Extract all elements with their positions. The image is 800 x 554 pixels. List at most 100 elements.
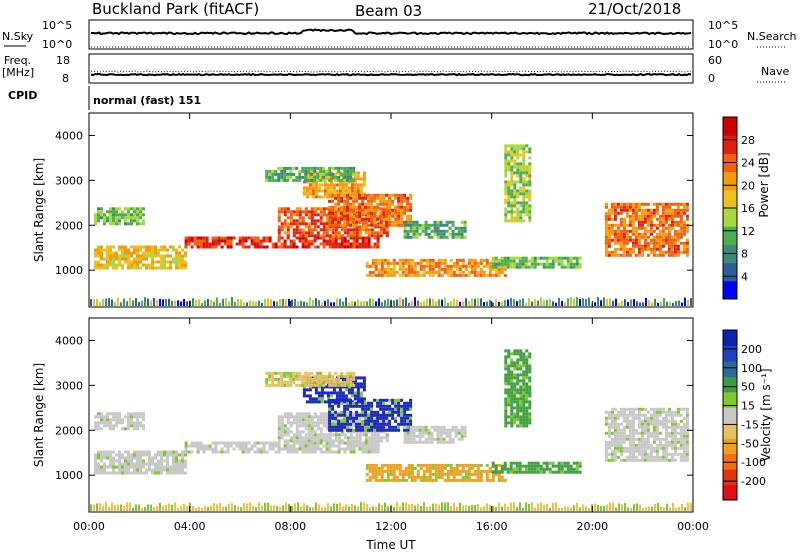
echo-cell bbox=[335, 189, 339, 193]
echo-cell bbox=[133, 260, 136, 264]
echo-cell bbox=[277, 424, 281, 428]
echo-cell bbox=[473, 270, 477, 274]
echo-cell bbox=[519, 400, 523, 404]
echo-cell bbox=[637, 208, 641, 212]
echo-cell bbox=[667, 223, 671, 227]
echo-cell bbox=[661, 244, 665, 248]
echo-cell bbox=[151, 468, 154, 472]
echo-cell bbox=[316, 436, 320, 440]
echo-cell bbox=[637, 217, 641, 221]
echo-cell bbox=[286, 415, 290, 419]
echo-cell bbox=[127, 263, 130, 267]
echo-cell bbox=[106, 421, 109, 425]
echo-cell bbox=[679, 440, 683, 444]
echo-cell bbox=[407, 273, 411, 277]
echo-cell bbox=[325, 439, 329, 443]
echo-cell bbox=[136, 254, 139, 258]
echo-cell bbox=[358, 242, 362, 246]
echo-cell bbox=[640, 425, 644, 429]
echo-cell bbox=[352, 208, 356, 212]
echo-cell bbox=[655, 458, 659, 462]
echo-cell bbox=[352, 242, 356, 246]
echo-cell bbox=[286, 210, 290, 214]
echo-cell bbox=[410, 270, 414, 274]
echo-cell bbox=[443, 267, 447, 271]
ground-scatter-cell bbox=[288, 298, 290, 306]
echo-cell bbox=[522, 150, 526, 154]
ground-scatter-cell bbox=[213, 503, 215, 511]
echo-cell bbox=[232, 447, 236, 451]
echo-cell bbox=[464, 267, 468, 271]
ground-scatter-cell bbox=[309, 297, 311, 306]
echo-cell bbox=[522, 418, 526, 422]
colorbar-segment bbox=[723, 226, 737, 245]
echo-cell bbox=[504, 424, 508, 428]
echo-cell bbox=[631, 232, 635, 236]
echo-cell bbox=[301, 234, 305, 238]
ground-scatter-cell bbox=[303, 503, 305, 511]
echo-cell bbox=[628, 431, 632, 435]
echo-cell bbox=[349, 208, 353, 212]
echo-cell bbox=[376, 208, 380, 212]
echo-cell bbox=[311, 195, 315, 199]
echo-cell bbox=[308, 394, 312, 398]
echo-cell bbox=[415, 235, 419, 239]
echo-cell bbox=[385, 208, 389, 212]
echo-cell bbox=[337, 428, 341, 432]
echo-cell bbox=[338, 388, 342, 392]
echo-cell bbox=[392, 264, 396, 268]
echo-cell bbox=[214, 447, 218, 451]
echo-cell bbox=[513, 400, 517, 404]
echo-cell bbox=[436, 229, 440, 233]
echo-cell bbox=[292, 380, 296, 384]
echo-cell bbox=[385, 205, 389, 209]
echo-cell bbox=[607, 208, 611, 212]
echo-cell bbox=[226, 239, 230, 243]
echo-cell bbox=[412, 223, 416, 227]
echo-cell bbox=[103, 421, 106, 425]
echo-cell bbox=[271, 245, 275, 249]
echo-cell bbox=[328, 398, 332, 402]
echo-cell bbox=[425, 466, 429, 470]
echo-cell bbox=[292, 415, 296, 419]
echo-cell bbox=[437, 475, 441, 479]
ground-scatter-cell bbox=[285, 502, 287, 511]
echo-cell bbox=[292, 231, 296, 235]
ground-scatter-cell bbox=[408, 504, 410, 511]
echo-cell bbox=[634, 238, 638, 242]
echo-cell bbox=[304, 175, 308, 179]
echo-cell bbox=[646, 446, 650, 450]
echo-cell bbox=[525, 370, 529, 374]
echo-cell bbox=[331, 175, 335, 179]
ground-scatter-cell bbox=[213, 301, 215, 306]
echo-cell bbox=[404, 267, 408, 271]
echo-cell bbox=[307, 242, 311, 246]
echo-cell bbox=[622, 458, 626, 462]
echo-cell bbox=[301, 430, 305, 434]
echo-cell bbox=[169, 263, 172, 267]
noise-panel: N.Sky 10^5 10^0 10^5 10^0 N.Search bbox=[2, 19, 797, 51]
echo-cell bbox=[136, 266, 139, 270]
echo-cell bbox=[388, 223, 392, 227]
echo-cell bbox=[163, 263, 166, 267]
ground-scatter-cell bbox=[510, 298, 512, 306]
echo-cell bbox=[682, 407, 686, 411]
echo-cell bbox=[112, 216, 115, 220]
echo-cell bbox=[670, 419, 674, 423]
echo-cell bbox=[646, 229, 650, 233]
echo-cell bbox=[428, 273, 432, 277]
ground-scatter-cell bbox=[201, 507, 203, 511]
echo-cell bbox=[661, 232, 665, 236]
echo-cell bbox=[434, 475, 438, 479]
echo-cell bbox=[145, 257, 148, 261]
echo-cell bbox=[184, 263, 187, 267]
echo-cell bbox=[454, 226, 458, 230]
echo-cell bbox=[503, 461, 507, 465]
echo-cell bbox=[316, 377, 320, 381]
echo-cell bbox=[664, 241, 668, 245]
echo-cell bbox=[413, 267, 417, 271]
ground-scatter-cell bbox=[222, 299, 224, 306]
echo-cell bbox=[494, 464, 498, 468]
echo-cell bbox=[391, 202, 395, 206]
echo-cell bbox=[274, 178, 278, 182]
